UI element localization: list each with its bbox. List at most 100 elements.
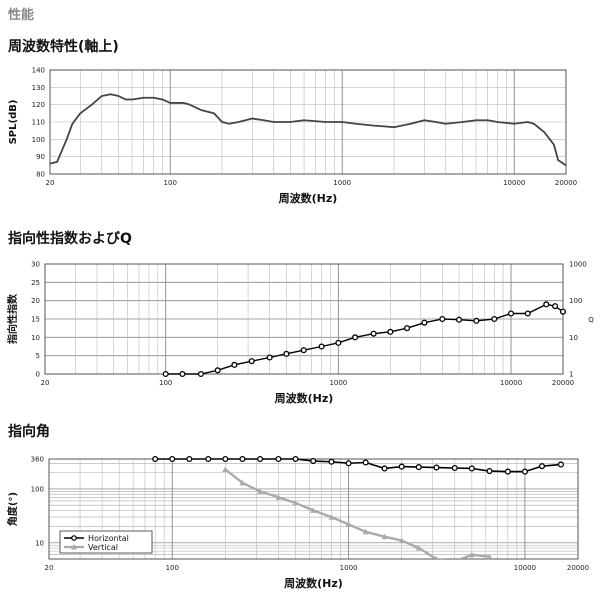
x-tick-label: 1000	[329, 379, 347, 387]
chart-title-coverage-angle: 指向角	[8, 424, 50, 440]
y-tick-label: 5	[36, 352, 40, 360]
legend-label-vertical: Vertical	[88, 543, 118, 552]
x-tick-label: 20000	[555, 179, 577, 187]
section-label: 性能	[8, 8, 35, 23]
x-tick-label: 20	[41, 379, 50, 387]
y2-tick-label: 1	[569, 371, 573, 379]
series-point-di	[421, 319, 428, 326]
y2-tick-label: 10	[569, 334, 578, 342]
series-point-di	[559, 308, 567, 315]
series-point-di	[231, 361, 238, 368]
y2-axis-label: Q	[588, 316, 594, 324]
series-point-vertical	[454, 558, 456, 559]
x-tick-label: 100	[166, 564, 179, 572]
x-tick-label: 20000	[552, 379, 574, 387]
series-point-horizontal	[205, 455, 212, 463]
legend-label-horizontal: Horizontal	[88, 534, 129, 543]
series-point-horizontal	[398, 463, 405, 470]
series-point-horizontal	[451, 464, 458, 472]
series-point-vertical	[275, 494, 282, 500]
series-line-spl	[49, 93, 567, 167]
series-point-di	[404, 325, 411, 332]
series-point-vertical	[398, 537, 405, 544]
chart-title-directivity-index: 指向性指数およびQ	[8, 231, 132, 247]
series-point-horizontal	[557, 461, 564, 468]
series-point-horizontal	[362, 459, 369, 466]
y-axis-label: 指向性指数	[6, 293, 19, 344]
series-point-di	[491, 315, 498, 323]
legend-marker-vertical	[71, 544, 77, 550]
chart-frequency-response: 80 90 100 110 120 130 140 20 100 1000 10000 20000 周波…	[8, 67, 577, 206]
series-point-di	[318, 343, 325, 350]
y-tick-label: 0	[36, 371, 40, 379]
series-point-vertical	[362, 528, 369, 535]
series-point-vertical	[328, 514, 335, 520]
series-point-di	[179, 370, 186, 378]
y-tick-label: 10	[31, 334, 40, 342]
series-point-vertical	[415, 545, 422, 551]
series-point-horizontal	[239, 455, 246, 463]
x-tick-label: 100	[159, 379, 172, 387]
series-point-vertical	[486, 553, 493, 559]
series-point-horizontal	[275, 455, 282, 463]
y-axis-label: 角度(°)	[6, 492, 19, 526]
series-point-vertical	[257, 488, 264, 494]
series-point-di	[197, 370, 204, 378]
series-point-vertical	[310, 507, 317, 513]
y-tick-label: 80	[36, 171, 45, 179]
series-point-di	[335, 339, 342, 346]
series-point-horizontal	[521, 468, 528, 475]
series-line-vertical	[224, 468, 490, 559]
series-point-horizontal	[328, 458, 335, 465]
series-point-horizontal	[415, 464, 422, 471]
series-point-vertical	[381, 533, 388, 540]
series-point-horizontal	[152, 455, 159, 463]
x-tick-label: 1000	[340, 564, 358, 572]
series-point-horizontal	[257, 455, 264, 463]
series-point-di	[507, 310, 515, 317]
series-point-di	[387, 328, 394, 335]
y-tick-label: 90	[36, 153, 45, 161]
plot-area	[152, 455, 564, 559]
x-tick-label: 10000	[503, 179, 525, 187]
series-point-horizontal	[169, 455, 176, 463]
series-point-vertical	[468, 551, 475, 558]
series-point-di	[214, 367, 221, 374]
series-point-vertical	[434, 556, 439, 559]
y-tick-label: 100	[31, 485, 44, 493]
y-tick-label: 100	[32, 136, 45, 144]
y-tick-label: 25	[31, 279, 40, 287]
y-tick-label: 360	[31, 456, 44, 464]
x-axis-label: 周波数(Hz)	[279, 191, 338, 205]
series-point-di	[162, 370, 169, 378]
y-tick-label: 110	[32, 119, 45, 127]
series-point-di	[439, 315, 446, 323]
x-axis-label: 周波数(Hz)	[275, 391, 334, 405]
series-point-horizontal	[538, 463, 546, 470]
series-point-horizontal	[292, 455, 299, 463]
series-point-di	[300, 347, 307, 354]
y-tick-label: 10	[35, 539, 44, 547]
x-tick-label: 20	[45, 564, 54, 572]
series-point-horizontal	[504, 468, 511, 475]
chart-coverage-angle: 10 100 360 20 100 1000 10000 20000 周波数(Hz) 角度(°) H…	[6, 456, 589, 591]
series-point-horizontal	[186, 455, 193, 463]
x-tick-label: 10000	[514, 564, 536, 572]
x-tick-label: 100	[164, 179, 177, 187]
series-point-di	[266, 354, 273, 361]
y-tick-label: 20	[31, 297, 40, 305]
series-point-di	[473, 317, 480, 324]
series-point-horizontal	[310, 457, 317, 465]
series-point-vertical	[345, 521, 352, 527]
series-point-di	[248, 358, 255, 365]
legend-marker-horizontal	[71, 535, 77, 541]
x-tick-label: 20000	[567, 564, 589, 572]
series-point-vertical	[239, 479, 246, 486]
series-point-horizontal	[433, 464, 440, 471]
series-point-horizontal	[381, 465, 388, 472]
y-tick-label: 120	[32, 101, 45, 109]
plot-frame	[44, 263, 564, 375]
series-line-horizontal	[155, 458, 561, 473]
series-point-horizontal	[486, 468, 493, 475]
